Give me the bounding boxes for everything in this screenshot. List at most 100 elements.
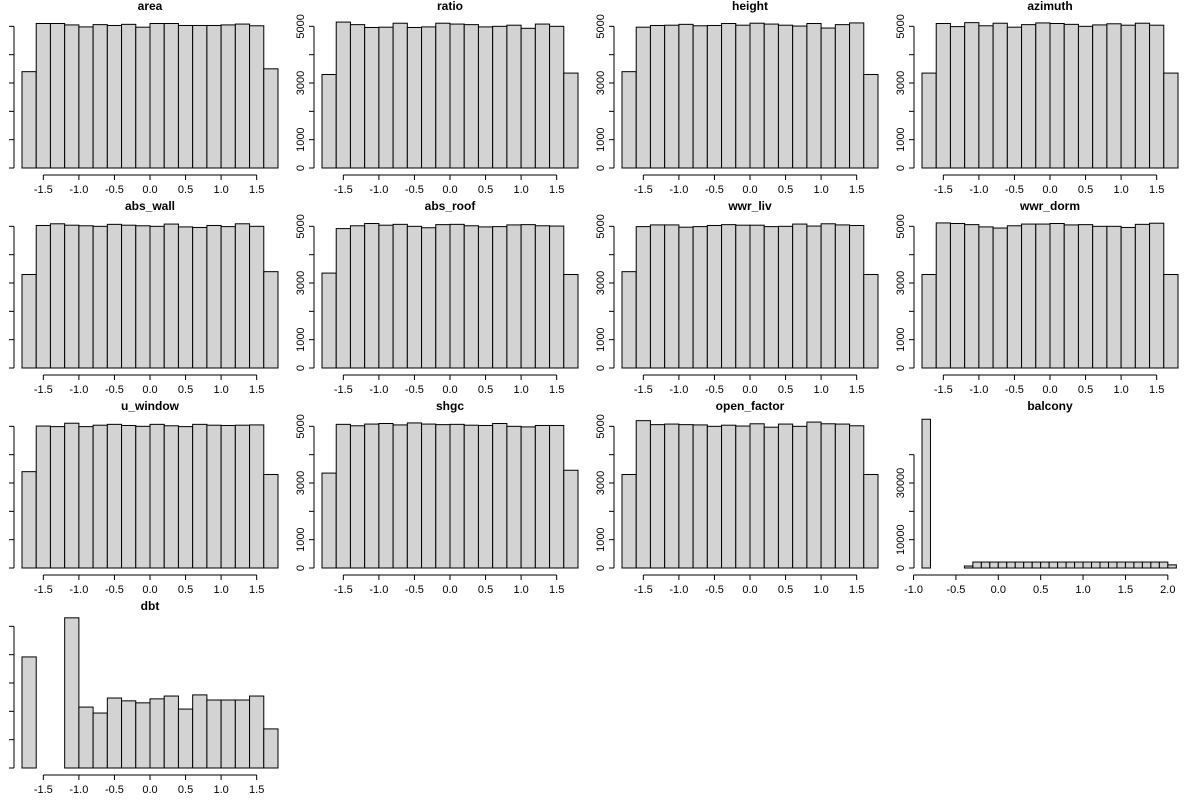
bar: [935, 222, 951, 369]
bar: [349, 225, 366, 369]
bar: [735, 224, 751, 369]
bar: [149, 423, 165, 569]
x-tick-label: -1.0: [369, 184, 388, 196]
bar: [1120, 226, 1136, 369]
bar: [135, 225, 151, 369]
x-tick-label: 2.0: [1160, 584, 1175, 596]
bar: [349, 24, 366, 169]
bar: [1150, 561, 1160, 569]
x-tick-label: -1.5: [334, 584, 353, 596]
x-tick-label: 0.0: [442, 384, 457, 396]
bar: [192, 24, 208, 169]
bar: [78, 225, 94, 369]
bar: [1057, 561, 1067, 569]
bar: [749, 22, 765, 169]
y-tick-label: 5000: [895, 14, 907, 38]
bar: [177, 708, 194, 769]
x-tick-label: -1.5: [634, 384, 653, 396]
chart-title: azimuth: [1027, 0, 1072, 13]
y-tick-label: 0: [595, 165, 607, 171]
bar: [949, 26, 966, 169]
bar: [834, 224, 851, 369]
bar: [435, 22, 451, 169]
y-tick-label: 30000: [895, 468, 907, 499]
y-tick-label: 1000: [595, 327, 607, 351]
x-tick-label: 1.5: [1149, 384, 1164, 396]
bar: [1023, 561, 1033, 569]
bar: [1133, 561, 1143, 569]
bar: [921, 72, 937, 169]
x-tick-label: -1.5: [634, 584, 653, 596]
bar: [520, 426, 536, 569]
bar: [792, 223, 808, 369]
x-tick-label: -1.0: [69, 784, 88, 796]
bar: [121, 700, 137, 769]
bar: [163, 695, 179, 769]
x-tick-label: -0.5: [405, 384, 424, 396]
bar: [834, 423, 851, 569]
bar: [806, 225, 822, 369]
x-tick-label: -0.5: [946, 584, 965, 596]
bar: [972, 561, 982, 569]
bar: [206, 224, 222, 369]
bar: [492, 226, 508, 369]
bar: [449, 423, 465, 569]
x-tick-label: -1.5: [34, 584, 53, 596]
x-tick-label: 0.5: [1078, 184, 1093, 196]
bar: [692, 226, 708, 369]
x-tick-label: 0.0: [442, 184, 457, 196]
bar: [1116, 561, 1126, 569]
bar: [364, 223, 380, 369]
bar: [463, 24, 479, 169]
x-tick-label: -1.5: [34, 184, 53, 196]
x-tick-label: 0.5: [778, 584, 793, 596]
chart-title: abs_wall: [125, 199, 175, 213]
bar: [335, 21, 351, 169]
bar: [106, 697, 123, 769]
x-tick-label: -0.5: [405, 584, 424, 596]
bar: [477, 26, 494, 169]
y-tick-label: 3000: [295, 271, 307, 295]
x-tick-label: -1.0: [369, 384, 388, 396]
x-tick-label: 1.0: [1113, 184, 1128, 196]
bar: [549, 225, 565, 369]
bar: [1120, 24, 1136, 169]
x-tick-label: 1.5: [249, 584, 264, 596]
bar: [378, 224, 394, 369]
bar: [1048, 561, 1059, 569]
y-tick-label: 0: [295, 565, 307, 571]
y-tick-label: 0: [895, 165, 907, 171]
y-tick-label: 3000: [595, 71, 607, 95]
y-tick-label: 0: [595, 365, 607, 371]
bar: [863, 274, 879, 369]
y-tick-label: 3000: [895, 71, 907, 95]
bar: [135, 702, 151, 769]
bar: [1092, 225, 1108, 369]
x-tick-label: -0.5: [105, 584, 124, 596]
bar: [220, 424, 236, 569]
x-tick-label: -1.0: [669, 184, 688, 196]
x-tick-label: -0.5: [105, 784, 124, 796]
bar: [806, 23, 822, 169]
bar: [749, 423, 765, 569]
x-tick-label: 1.0: [513, 584, 528, 596]
bar: [777, 24, 794, 169]
bar: [335, 423, 351, 569]
x-tick-label: -0.5: [405, 184, 424, 196]
chart-title: open_factor: [716, 399, 785, 413]
bar: [678, 23, 694, 169]
bar: [177, 226, 194, 369]
x-tick-label: -0.5: [1005, 184, 1024, 196]
x-tick-label: 0.0: [742, 184, 757, 196]
x-tick-label: 1.5: [1118, 584, 1133, 596]
bar: [1049, 223, 1065, 369]
bar: [435, 224, 451, 369]
x-tick-label: 1.5: [849, 384, 864, 396]
bar: [149, 225, 165, 369]
bar: [378, 423, 394, 569]
x-tick-label: 1.5: [249, 784, 264, 796]
bar: [692, 25, 708, 169]
bar: [449, 23, 465, 169]
bar: [792, 25, 808, 169]
y-tick-label: 1000: [295, 127, 307, 151]
